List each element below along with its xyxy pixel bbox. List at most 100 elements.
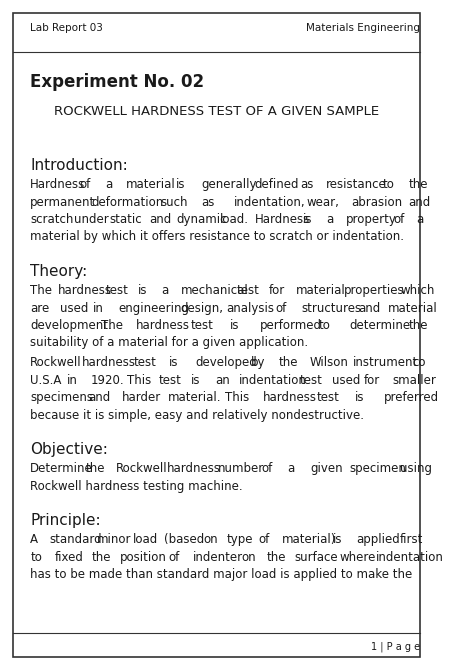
Text: material by which it offers resistance to scratch or indentation.: material by which it offers resistance t… xyxy=(30,230,404,243)
Text: is: is xyxy=(168,356,178,369)
Text: wear,: wear, xyxy=(307,196,339,208)
Text: (based: (based xyxy=(164,533,204,546)
Text: indenter: indenter xyxy=(193,551,243,563)
Text: is: is xyxy=(333,533,343,546)
Text: test: test xyxy=(300,374,322,387)
Text: the: the xyxy=(266,551,286,563)
Text: the: the xyxy=(408,319,428,332)
Text: in: in xyxy=(93,302,104,314)
Text: Lab Report 03: Lab Report 03 xyxy=(30,23,103,34)
Text: is: is xyxy=(176,178,185,191)
Text: given: given xyxy=(310,462,343,475)
Text: The: The xyxy=(30,284,52,297)
Text: type: type xyxy=(227,533,254,546)
Text: dynamic: dynamic xyxy=(176,213,227,226)
Text: property: property xyxy=(346,213,396,226)
Text: material: material xyxy=(127,178,176,191)
Text: such: such xyxy=(160,196,188,208)
Text: development.: development. xyxy=(30,319,112,332)
Text: a: a xyxy=(288,462,295,475)
Text: test: test xyxy=(317,391,340,404)
Text: test: test xyxy=(159,374,182,387)
Text: hardness: hardness xyxy=(263,391,317,404)
Text: using: using xyxy=(400,462,432,475)
Text: Theory:: Theory: xyxy=(30,264,88,279)
Text: indentation: indentation xyxy=(376,551,444,563)
Text: 1920.: 1920. xyxy=(91,374,124,387)
Text: position: position xyxy=(120,551,167,563)
Text: because it is simple, easy and relatively nondestructive.: because it is simple, easy and relativel… xyxy=(30,409,365,421)
Text: specimen: specimen xyxy=(349,462,406,475)
Text: Objective:: Objective: xyxy=(30,442,108,457)
Text: co: co xyxy=(412,356,426,369)
Text: material: material xyxy=(296,284,346,297)
Text: analysis: analysis xyxy=(226,302,274,314)
Text: smaller: smaller xyxy=(392,374,436,387)
Text: harder: harder xyxy=(122,391,161,404)
Text: the: the xyxy=(408,178,428,191)
Text: mechanical: mechanical xyxy=(181,284,249,297)
Text: Introduction:: Introduction: xyxy=(30,158,128,173)
Text: suitability of a material for a given application.: suitability of a material for a given ap… xyxy=(30,336,309,349)
Text: to: to xyxy=(319,319,331,332)
Text: permanent: permanent xyxy=(30,196,96,208)
Text: Determine: Determine xyxy=(30,462,93,475)
Text: Hardness: Hardness xyxy=(30,178,86,191)
Text: load: load xyxy=(133,533,158,546)
Text: properties: properties xyxy=(344,284,405,297)
Text: Materials Engineering: Materials Engineering xyxy=(306,23,420,34)
Text: on: on xyxy=(242,551,256,563)
Text: material): material) xyxy=(282,533,336,546)
Text: and: and xyxy=(88,391,110,404)
Text: of: of xyxy=(275,302,287,314)
Text: is: is xyxy=(137,284,147,297)
Text: Rockwell: Rockwell xyxy=(116,462,168,475)
Text: of: of xyxy=(80,178,91,191)
Text: ROCKWELL HARDNESS TEST OF A GIVEN SAMPLE: ROCKWELL HARDNESS TEST OF A GIVEN SAMPLE xyxy=(54,105,379,118)
Text: Experiment No. 02: Experiment No. 02 xyxy=(30,73,204,91)
Text: Rockwell: Rockwell xyxy=(30,356,82,369)
FancyBboxPatch shape xyxy=(13,13,420,657)
Text: fixed: fixed xyxy=(55,551,84,563)
Text: surface: surface xyxy=(295,551,338,563)
Text: structures: structures xyxy=(301,302,361,314)
Text: number: number xyxy=(218,462,264,475)
Text: hardness: hardness xyxy=(58,284,112,297)
Text: by: by xyxy=(251,356,265,369)
Text: 1 | P a g e: 1 | P a g e xyxy=(371,641,420,652)
Text: of: of xyxy=(169,551,180,563)
Text: preferred: preferred xyxy=(384,391,439,404)
Text: defined: defined xyxy=(255,178,299,191)
Text: Rockwell hardness testing machine.: Rockwell hardness testing machine. xyxy=(30,480,243,492)
Text: to: to xyxy=(383,178,395,191)
Text: hardness: hardness xyxy=(82,356,136,369)
Text: and: and xyxy=(408,196,430,208)
Text: the: the xyxy=(278,356,298,369)
Text: of: of xyxy=(258,533,270,546)
Text: hardness: hardness xyxy=(136,319,190,332)
Text: test: test xyxy=(133,356,156,369)
Text: is: is xyxy=(229,319,239,332)
Text: indentation,: indentation, xyxy=(234,196,305,208)
Text: minor: minor xyxy=(97,533,132,546)
Text: of: of xyxy=(261,462,272,475)
Text: used: used xyxy=(332,374,360,387)
Text: under: under xyxy=(74,213,109,226)
Text: load.: load. xyxy=(220,213,249,226)
Text: the: the xyxy=(85,462,105,475)
Text: a: a xyxy=(326,213,333,226)
Text: as: as xyxy=(201,196,214,208)
Text: the: the xyxy=(91,551,111,563)
Text: test: test xyxy=(106,284,129,297)
Text: for: for xyxy=(364,374,380,387)
Text: engineering: engineering xyxy=(118,302,190,314)
Text: specimens: specimens xyxy=(30,391,93,404)
Text: is: is xyxy=(303,213,312,226)
Text: applied: applied xyxy=(356,533,401,546)
Text: for: for xyxy=(269,284,285,297)
Text: Wilson: Wilson xyxy=(310,356,348,369)
Text: of: of xyxy=(393,213,404,226)
Text: and: and xyxy=(359,302,381,314)
Text: Hardness: Hardness xyxy=(255,213,310,226)
Text: standard: standard xyxy=(50,533,102,546)
